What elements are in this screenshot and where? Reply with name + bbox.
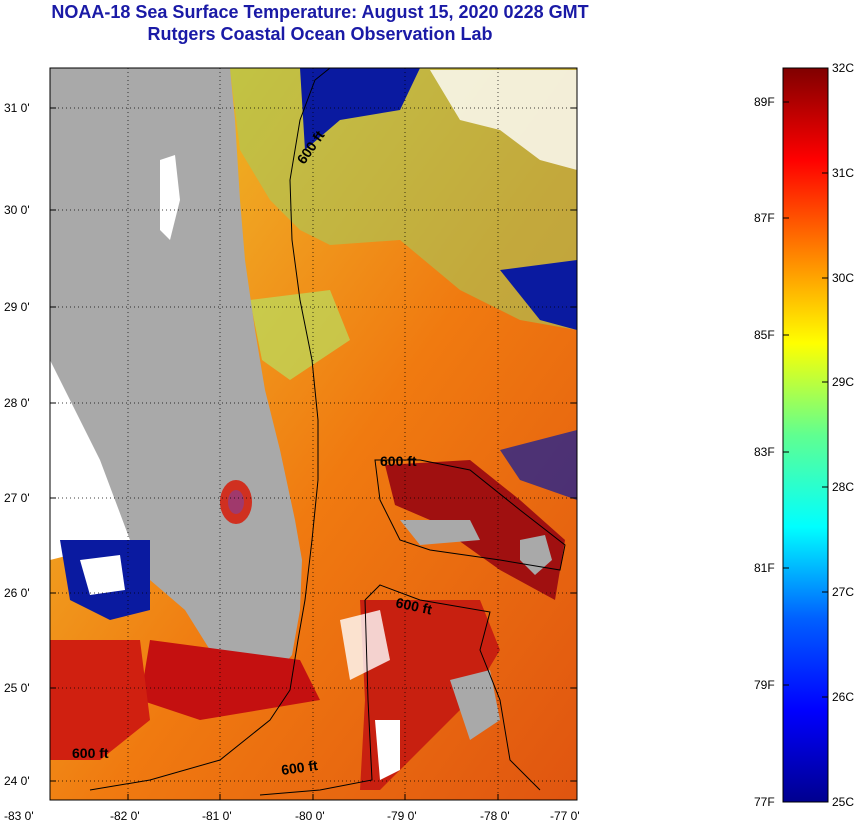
contour-600ft-south	[259, 599, 373, 796]
colorbar-f-label: 87F	[754, 211, 775, 225]
colorbar-f-label: 79F	[754, 678, 775, 692]
lon-label: -80 0'	[295, 809, 325, 823]
colorbar-c-label: 29C	[832, 375, 854, 389]
colorbar-f-label: 85F	[754, 328, 775, 342]
colorbar-ticks	[783, 67, 828, 803]
lat-label: 24 0'	[4, 774, 30, 788]
lon-label: -83 0'	[4, 809, 34, 823]
colorbar-c-label: 27C	[832, 585, 854, 599]
contour-600ft-great-bahama	[364, 584, 541, 791]
lat-label: 30 0'	[4, 203, 30, 217]
lat-label: 27 0'	[4, 491, 30, 505]
colorbar-f-label: 81F	[754, 561, 775, 575]
lat-label: 25 0'	[4, 681, 30, 695]
cold-patch-east	[500, 260, 577, 330]
colorbar-c-label: 31C	[832, 166, 854, 180]
sst-map: 600 ft 600 ft 600 ft 600 ft 600 ft 31 0	[4, 67, 580, 823]
contour-label: 600 ft	[394, 594, 433, 617]
lon-label: -77 0'	[550, 809, 580, 823]
cool-water-coast	[250, 290, 350, 380]
contour-label: 600 ft	[380, 453, 417, 469]
colorbar: 32C 31C 30C 29C 28C 27C 26C 25C 89F 87F …	[754, 61, 854, 809]
contour-label: 600 ft	[280, 757, 319, 778]
lon-label: -78 0'	[480, 809, 510, 823]
map-title: NOAA-18 Sea Surface Temperature: August …	[51, 2, 589, 22]
lat-label: 29 0'	[4, 300, 30, 314]
land-grand-bahama	[400, 520, 480, 545]
contour-600ft-little-bahama	[374, 459, 566, 571]
contour-600ft-florida	[89, 67, 331, 791]
lon-label: -81 0'	[202, 809, 232, 823]
land-andros	[450, 670, 500, 740]
cold-patch-north	[300, 68, 420, 150]
hot-water-gulf	[50, 640, 150, 760]
colorbar-c-label: 25C	[832, 795, 854, 809]
colorbar-c-label: 30C	[832, 271, 854, 285]
map-subtitle: Rutgers Coastal Ocean Observation Lab	[147, 24, 493, 44]
hot-water-keys	[140, 640, 320, 720]
colorbar-c-label: 32C	[832, 61, 854, 75]
lon-label: -82 0'	[110, 809, 140, 823]
lon-label: -79 0'	[387, 809, 417, 823]
lat-label: 26 0'	[4, 586, 30, 600]
contour-label: 600 ft	[72, 745, 109, 761]
colorbar-gradient	[782, 67, 829, 803]
colorbar-f-label: 77F	[754, 795, 775, 809]
colorbar-c-label: 26C	[832, 690, 854, 704]
cloud-north	[430, 70, 577, 170]
axis-ticks	[50, 107, 577, 800]
colorbar-f-label: 89F	[754, 95, 775, 109]
colorbar-f-label: 83F	[754, 445, 775, 459]
lat-label: 28 0'	[4, 396, 30, 410]
lake-north	[160, 155, 180, 240]
colorbar-c-label: 28C	[832, 480, 854, 494]
lat-label: 31 0'	[4, 101, 30, 115]
